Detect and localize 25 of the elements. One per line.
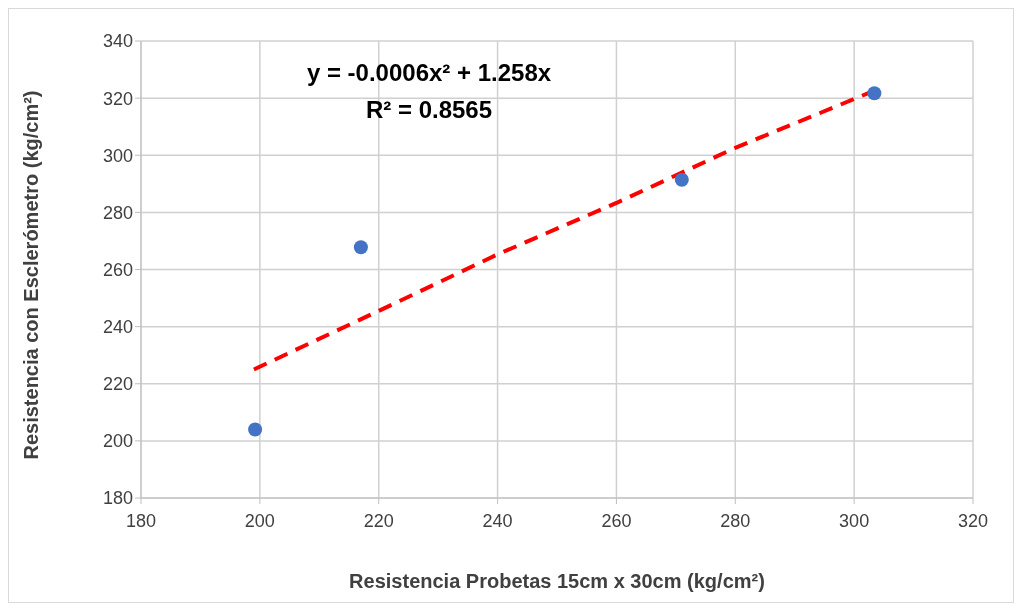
y-tick-label: 200 <box>102 431 133 452</box>
x-axis-title: Resistencia Probetas 15cm x 30cm (kg/cm²) <box>349 570 765 592</box>
y-tick-label: 260 <box>102 259 133 280</box>
point <box>867 86 882 101</box>
y-tick-label: 180 <box>102 488 133 509</box>
x-tick-label: 260 <box>601 510 632 531</box>
x-tick-label: 320 <box>957 510 989 531</box>
x-tick-label: 180 <box>125 510 157 531</box>
x-tick-label: 240 <box>482 510 513 531</box>
y-tick-label: 320 <box>102 88 133 109</box>
x-tick-label: 200 <box>244 510 275 531</box>
point <box>674 172 689 187</box>
y-tick-label: 280 <box>102 202 133 223</box>
x-tick-label: 220 <box>363 510 394 531</box>
y-axis-title: Resistencia con Esclerómetro (kg/cm²) <box>20 90 43 460</box>
y-tick-label: 300 <box>102 145 133 166</box>
point <box>248 422 263 437</box>
y-tick-label: 340 <box>102 31 133 52</box>
annotation: y = -0.0006x² + 1.258x <box>305 59 553 87</box>
y-tick-label: 220 <box>102 374 133 395</box>
y-tick-label: 240 <box>102 317 133 338</box>
point <box>353 240 368 255</box>
x-tick-label: 280 <box>720 510 751 531</box>
x-tick-label: 300 <box>839 510 870 531</box>
annotation: R² = 0.8565 <box>364 96 494 124</box>
